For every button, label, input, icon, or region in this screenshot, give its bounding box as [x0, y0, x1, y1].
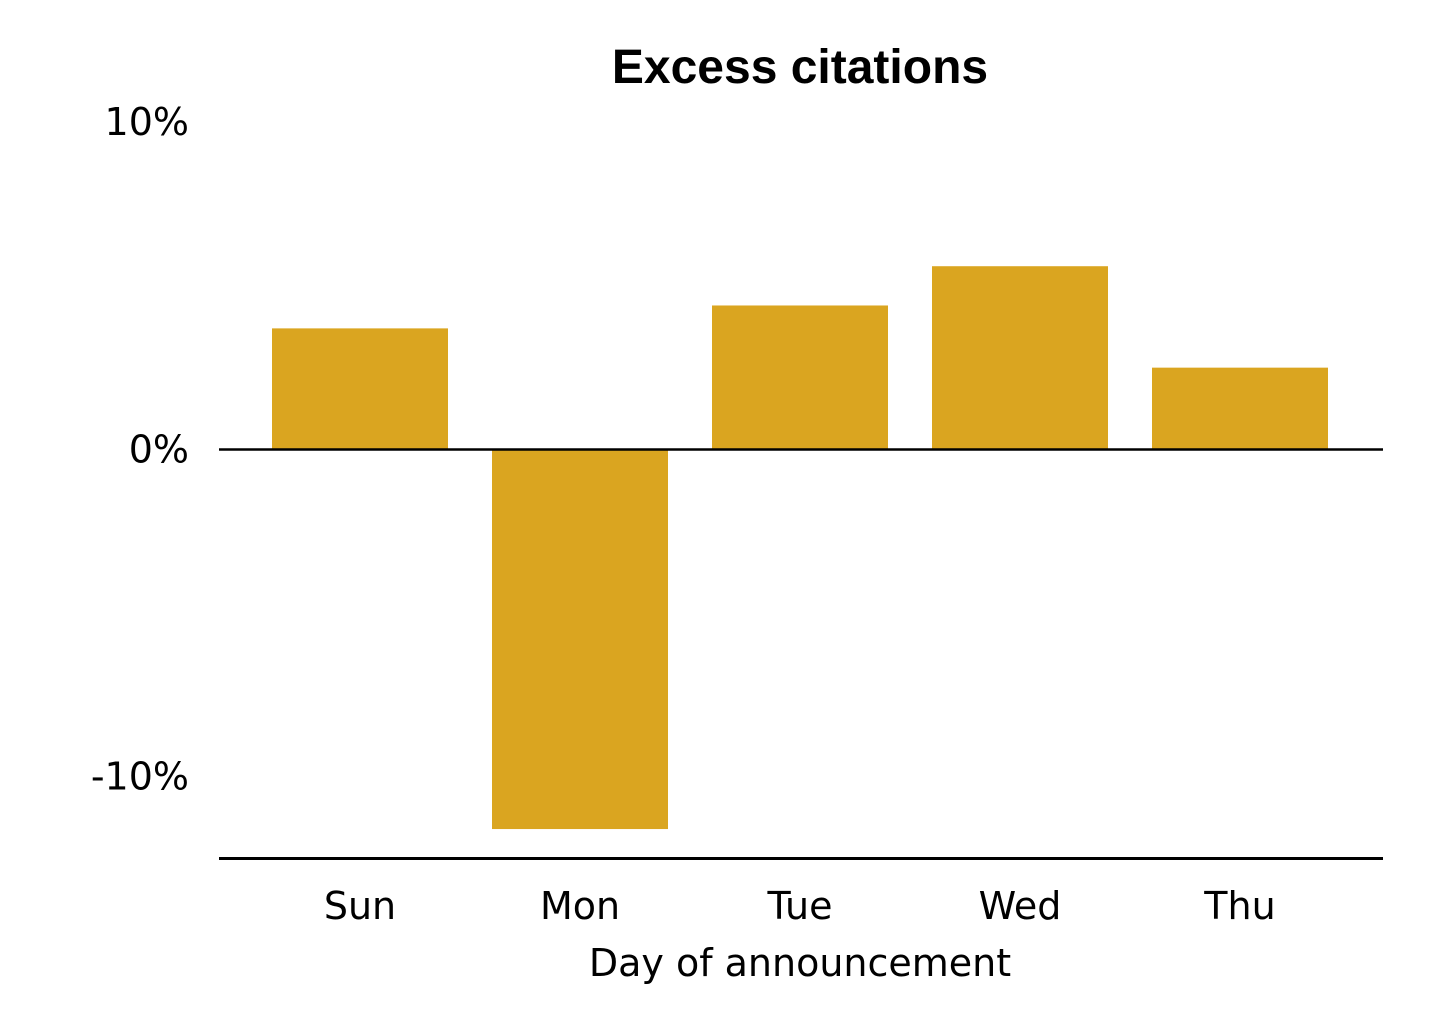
y-tick-label: -10% — [91, 755, 189, 799]
bar-mon — [492, 449, 668, 830]
y-tick-label: 10% — [105, 100, 189, 144]
y-tick-label: 0% — [129, 427, 189, 471]
bars — [272, 266, 1328, 830]
y-axis-ticks: 10% 0% -10% — [91, 100, 189, 798]
bar-thu — [1152, 367, 1328, 450]
bar-sun — [272, 328, 448, 450]
bar-tue — [712, 305, 888, 450]
x-tick-label-wed: Wed — [979, 884, 1062, 928]
bar-wed — [932, 266, 1108, 450]
x-tick-label-mon: Mon — [540, 884, 620, 928]
chart-title: Excess citations — [612, 41, 988, 94]
x-tick-label-sun: Sun — [324, 884, 396, 928]
x-axis-ticks: Sun Mon Tue Wed Thu — [324, 884, 1276, 928]
x-axis-label: Day of announcement — [589, 941, 1011, 985]
x-tick-label-thu: Thu — [1203, 884, 1275, 928]
x-tick-label-tue: Tue — [767, 884, 833, 928]
